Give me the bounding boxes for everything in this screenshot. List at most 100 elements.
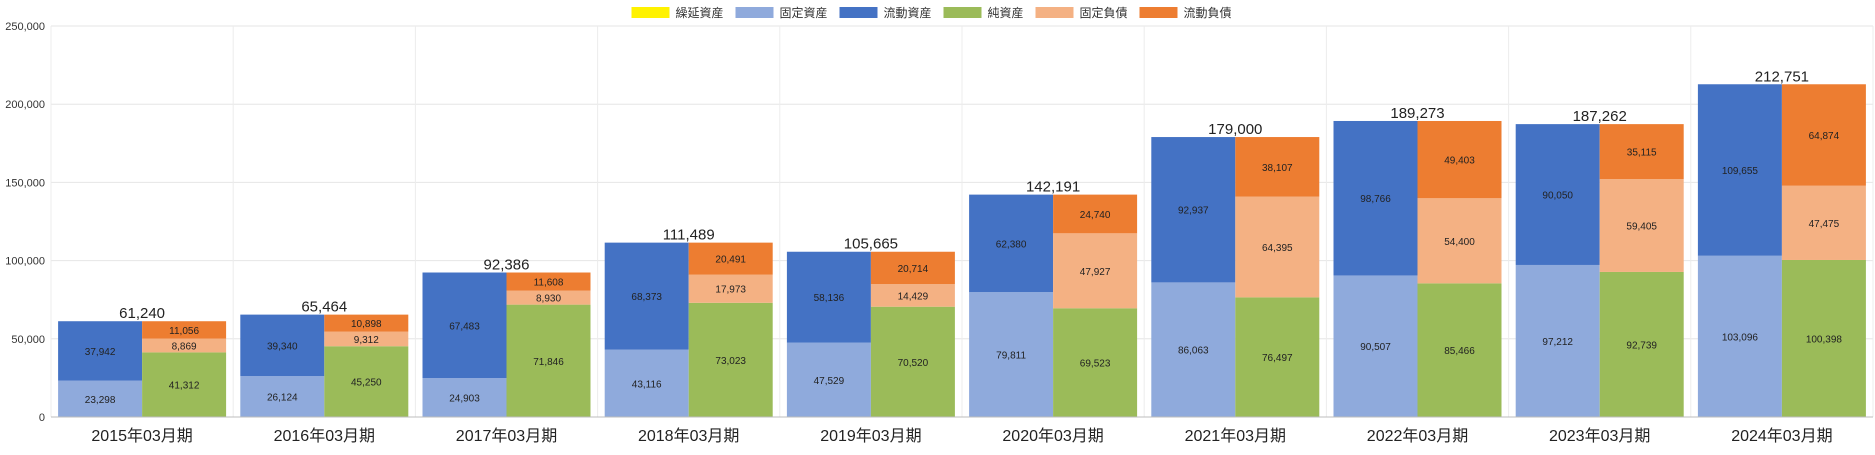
- segment-value-label: 76,497: [1262, 353, 1293, 364]
- bar-segment: [58, 321, 143, 381]
- bar-segment: [688, 242, 773, 275]
- y-tick-label: 0: [39, 412, 45, 424]
- segment-value-label: 71,846: [533, 357, 564, 368]
- legend-swatch: [1139, 7, 1178, 18]
- total-value-label: 92,386: [484, 257, 530, 274]
- bar-segment: [604, 242, 689, 350]
- segment-value-label: 97,212: [1542, 337, 1573, 348]
- bar-segment: [142, 352, 227, 417]
- bar-segment: [1053, 194, 1138, 234]
- bars-layer: [58, 84, 1866, 417]
- bar-segment: [688, 274, 773, 303]
- axis-layer: 0 50,000 100,000 150,000 200,000 250,000 2015年…: [5, 21, 1873, 445]
- segment-value-label: 35,115: [1627, 148, 1657, 159]
- bar-segment: [1235, 196, 1320, 298]
- segment-value-label: 20,714: [898, 264, 929, 275]
- total-value-label: 187,262: [1573, 108, 1627, 125]
- segment-value-label: 8,869: [172, 341, 197, 352]
- legend: 繰延資産 固定資産 流動資産 純資産 固定負債 流動負債: [631, 5, 1232, 20]
- total-value-label: 111,489: [663, 227, 715, 244]
- y-tick-label: 200,000: [5, 99, 45, 111]
- legend-swatch: [735, 7, 774, 18]
- segment-value-label: 54,400: [1444, 237, 1475, 248]
- bar-segment: [870, 251, 955, 285]
- total-value-label: 61,240: [119, 305, 165, 322]
- segment-value-label: 64,874: [1809, 131, 1840, 142]
- y-tick-label: 50,000: [11, 334, 45, 346]
- segment-value-label: 14,429: [898, 291, 929, 302]
- bar-segment: [870, 284, 955, 307]
- bar-segment: [1151, 137, 1236, 283]
- total-value-label: 105,665: [844, 236, 898, 253]
- segment-value-label: 11,056: [169, 326, 199, 337]
- bar-segment: [422, 378, 507, 417]
- legend-item[interactable]: 流動負債: [1139, 5, 1232, 20]
- segment-value-label: 103,096: [1722, 332, 1759, 343]
- bar-segment: [1781, 84, 1866, 186]
- bar-segment: [506, 290, 591, 305]
- segment-value-label: 62,380: [996, 239, 1027, 250]
- bar-segment: [1333, 120, 1418, 276]
- legend-label: 流動資産: [883, 5, 931, 20]
- bar-segment: [870, 306, 955, 417]
- y-tick-label: 250,000: [5, 21, 45, 33]
- segment-value-label: 20,491: [715, 255, 746, 266]
- bar-segment: [240, 314, 325, 377]
- segment-value-label: 23,298: [85, 395, 116, 406]
- grid-layer: [50, 25, 1874, 418]
- x-tick-label: 2024年03月期: [1731, 427, 1832, 445]
- segment-value-label: 37,942: [85, 347, 116, 358]
- segment-value-label: 24,740: [1080, 210, 1111, 221]
- segment-value-label: 47,927: [1080, 267, 1111, 278]
- labels-layer: 23,298 37,942 41,312 8,869 11,056 61,240 26,12…: [85, 68, 1843, 406]
- x-tick-label: 2022年03月期: [1367, 427, 1468, 445]
- legend-item[interactable]: 固定資産: [735, 5, 828, 20]
- segment-value-label: 24,903: [449, 394, 480, 405]
- segment-value-label: 26,124: [267, 393, 298, 404]
- segment-value-label: 85,466: [1444, 346, 1475, 357]
- segment-value-label: 41,312: [169, 381, 200, 392]
- bar-segment: [1697, 255, 1782, 417]
- legend-swatch: [1035, 7, 1074, 18]
- segment-value-label: 49,403: [1444, 156, 1475, 167]
- bar-segment: [1053, 233, 1138, 309]
- x-tick-label: 2019年03月期: [820, 427, 921, 445]
- legend-swatch: [943, 7, 982, 18]
- legend-item[interactable]: 純資産: [943, 5, 1024, 20]
- segment-value-label: 90,050: [1542, 191, 1573, 202]
- legend-label: 純資産: [988, 5, 1024, 20]
- bar-segment: [58, 380, 143, 417]
- legend-label: 固定負債: [1080, 5, 1128, 20]
- bar-segment: [1235, 137, 1320, 197]
- legend-label: 繰延資産: [675, 5, 723, 20]
- legend-label: 流動負債: [1184, 5, 1232, 20]
- bar-segment: [506, 304, 591, 417]
- bar-segment: [1417, 120, 1502, 199]
- segment-value-label: 59,405: [1626, 222, 1657, 233]
- segment-value-label: 79,811: [996, 351, 1026, 362]
- bar-segment: [1599, 271, 1684, 417]
- bar-segment: [142, 321, 227, 339]
- x-tick-label: 2015年03月期: [91, 427, 192, 445]
- segment-value-label: 67,483: [449, 321, 480, 332]
- bar-segment: [1417, 198, 1502, 284]
- bar-segment: [422, 272, 507, 379]
- legend-item[interactable]: 流動資産: [839, 5, 932, 20]
- segment-value-label: 98,766: [1360, 194, 1391, 205]
- legend-swatch: [631, 7, 670, 18]
- segment-value-label: 17,973: [715, 285, 746, 296]
- segment-value-label: 47,475: [1809, 219, 1840, 230]
- bar-segment: [506, 272, 591, 291]
- segment-value-label: 45,250: [351, 378, 382, 389]
- legend-item[interactable]: 固定負債: [1035, 5, 1128, 20]
- x-tick-label: 2017年03月期: [456, 427, 557, 445]
- segment-value-label: 68,373: [631, 292, 662, 303]
- bar-segment: [604, 349, 689, 417]
- bar-segment: [1515, 124, 1600, 265]
- legend-item[interactable]: 繰延資産: [631, 5, 724, 20]
- bar-segment: [1515, 264, 1600, 417]
- segment-value-label: 90,507: [1360, 342, 1391, 353]
- bar-segment: [240, 376, 325, 417]
